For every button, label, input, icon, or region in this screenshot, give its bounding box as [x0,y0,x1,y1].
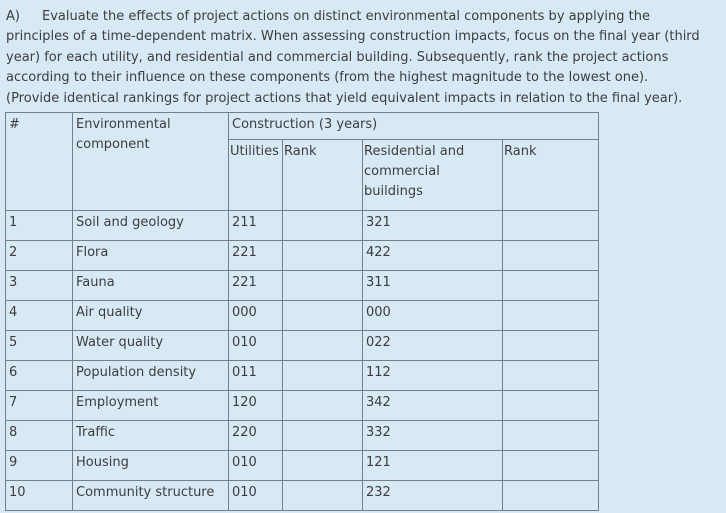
row-number: 1 [5,210,73,242]
table-row: 2 Flora 221 422 [5,240,600,272]
utilities-rank-cell [282,300,363,332]
utilities-rank-cell [282,420,363,452]
row-number: 6 [5,360,73,392]
row-number: 8 [5,420,73,452]
residential-value: 121 [362,450,503,482]
utilities-value: 010 [228,330,283,362]
component-cell: Community structure [72,480,229,512]
header-environmental-component: Environmental component [72,112,229,212]
utilities-value: 220 [228,420,283,452]
row-number: 5 [5,330,73,362]
table-row: 3 Fauna 221 311 [5,270,600,302]
row-number: 2 [5,240,73,272]
row-number: 9 [5,450,73,482]
residential-value: 022 [362,330,503,362]
row-number: 7 [5,390,73,422]
header-construction: Construction (3 years) [227,112,600,141]
residential-rank-cell [501,330,600,362]
residential-value: 342 [362,390,503,422]
row-number: 4 [5,300,73,332]
utilities-rank-cell [282,450,363,482]
utilities-value: 010 [228,480,283,512]
residential-rank-cell [501,450,600,482]
residential-rank-cell [501,480,600,512]
component-cell: Traffic [72,420,229,452]
header-utilities-rank: Rank [282,139,363,212]
component-cell: Population density [72,360,229,392]
utilities-rank-cell [282,330,363,362]
utilities-rank-cell [282,210,363,242]
residential-value: 332 [362,420,503,452]
residential-rank-cell [501,360,600,392]
utilities-value: 011 [228,360,283,392]
residential-rank-cell [501,240,600,272]
table-row: 10 Community structure 010 232 [5,480,600,512]
residential-rank-cell [501,390,600,422]
utilities-value: 000 [228,300,283,332]
header-row-top: # Environmental component Construction (… [5,112,600,212]
residential-value: 321 [362,210,503,242]
component-cell: Employment [72,390,229,422]
header-row-sub: Utilities Rank Residential and commercia… [6,139,600,212]
impact-matrix-table: # Environmental component Construction (… [5,112,600,512]
table-row: 9 Housing 010 121 [5,450,600,482]
residential-value: 000 [362,300,503,332]
utilities-value: 221 [228,270,283,302]
utilities-value: 010 [228,450,283,482]
component-cell: Flora [72,240,229,272]
component-cell: Water quality [72,330,229,362]
table-row: 6 Population density 011 112 [5,360,600,392]
utilities-rank-cell [282,240,363,272]
residential-rank-cell [501,300,600,332]
component-cell: Fauna [72,270,229,302]
utilities-rank-cell [282,360,363,392]
row-number: 3 [5,270,73,302]
utilities-rank-cell [282,390,363,422]
table-row: 5 Water quality 010 022 [5,330,600,362]
table-row: 7 Employment 120 342 [5,390,600,422]
table-row: 1 Soil and geology 211 321 [5,210,600,242]
utilities-value: 211 [228,210,283,242]
residential-rank-cell [501,420,600,452]
residential-rank-cell [501,270,600,302]
residential-value: 311 [362,270,503,302]
row-number: 10 [5,480,73,512]
residential-rank-cell [501,210,600,242]
component-cell: Soil and geology [72,210,229,242]
component-cell: Air quality [72,300,229,332]
table-row: 4 Air quality 000 000 [5,300,600,332]
residential-value: 232 [362,480,503,512]
component-cell: Housing [72,450,229,482]
header-residential: Residential and commercial buildings [362,139,503,212]
question-text: Evaluate the effects of project actions … [6,9,700,106]
header-utilities: Utilities [228,139,283,212]
utilities-value: 120 [228,390,283,422]
table-row: 8 Traffic 220 332 [5,420,600,452]
residential-value: 422 [362,240,503,272]
utilities-rank-cell [282,480,363,512]
utilities-rank-cell [282,270,363,302]
question-label: A) [6,9,20,24]
question-paragraph: A) Evaluate the effects of project action… [0,0,712,112]
utilities-value: 221 [228,240,283,272]
residential-value: 112 [362,360,503,392]
header-number: # [5,112,73,212]
header-residential-rank: Rank [501,139,600,212]
